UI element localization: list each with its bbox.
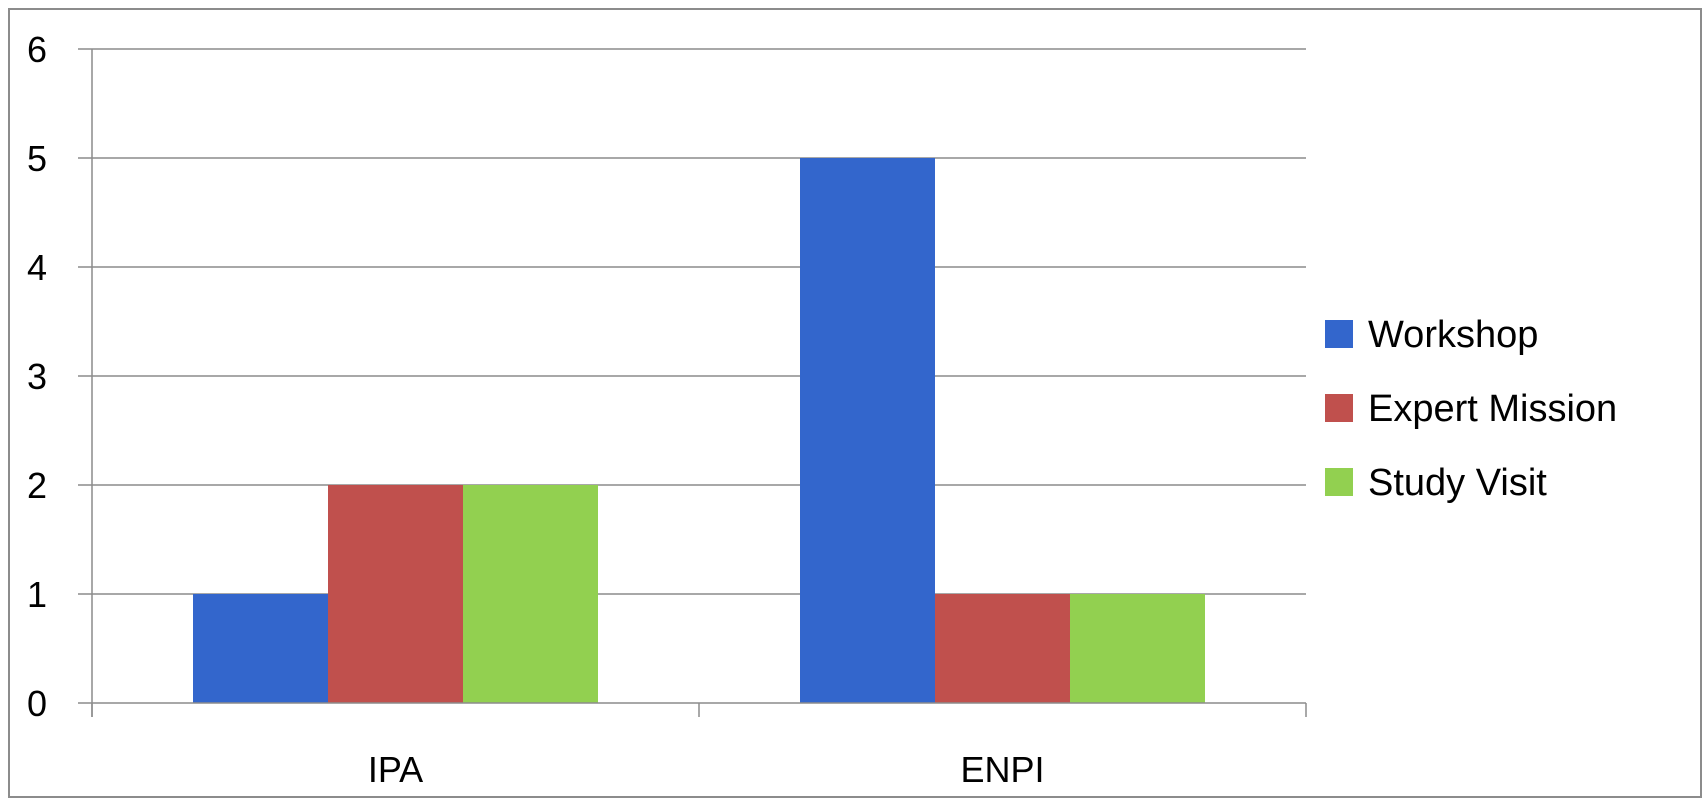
x-category-labels: IPA ENPI [368,749,1045,790]
axes [78,49,1307,717]
legend-swatch [1325,468,1353,496]
gridlines [78,48,1306,595]
y-tick-label: 3 [27,356,47,397]
legend-label: Expert Mission [1368,388,1617,430]
y-tick-labels: 0 1 2 3 4 5 6 [27,29,47,724]
y-tick-label: 1 [27,574,47,615]
bar-study-visit-ipa [463,485,598,703]
x-category-label: ENPI [960,749,1044,790]
y-tick-label: 2 [27,465,47,506]
bar-study-visit-enpi [1070,594,1205,703]
x-category-label: IPA [368,749,423,790]
legend: Workshop Expert Mission Study Visit [1325,314,1617,504]
legend-label: Workshop [1368,314,1538,356]
bar-workshop-enpi [800,158,935,703]
legend-swatch [1325,320,1353,348]
legend-swatch [1325,394,1353,422]
bar-expert-mission-ipa [328,485,463,703]
legend-label: Study Visit [1368,462,1547,504]
y-tick-label: 6 [27,29,47,70]
y-tick-label: 4 [27,247,47,288]
bar-workshop-ipa [193,594,328,703]
bar-expert-mission-enpi [935,594,1070,703]
bars [193,158,1205,703]
y-tick-label: 5 [27,138,47,179]
y-tick-label: 0 [27,683,47,724]
